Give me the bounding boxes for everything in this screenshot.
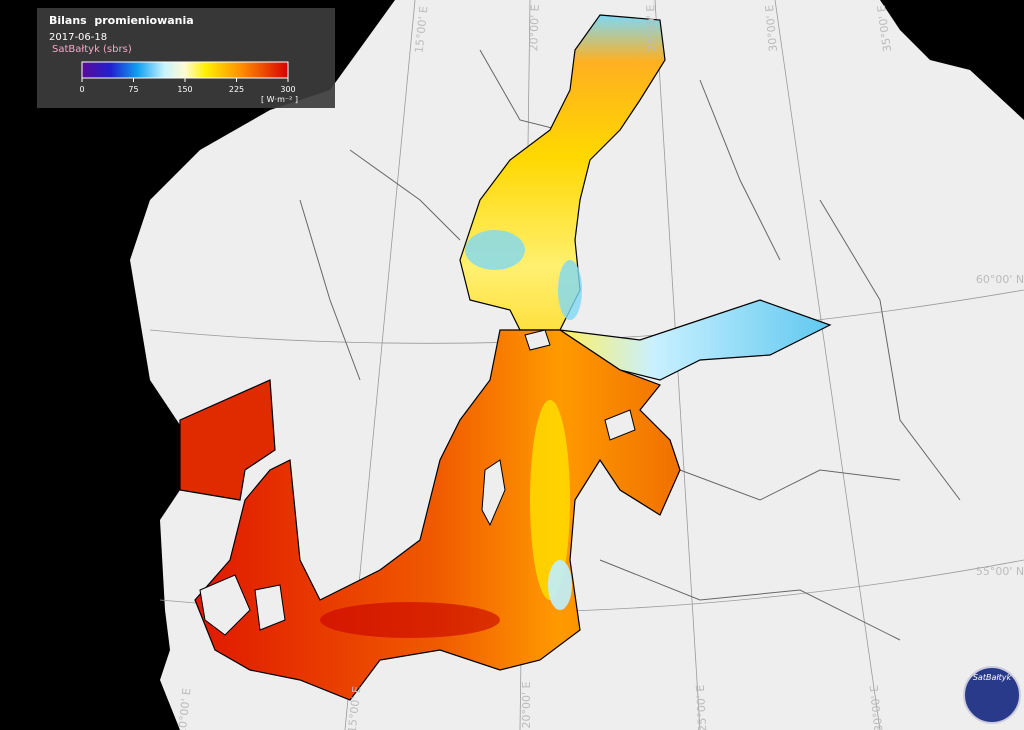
islands xyxy=(199,329,636,636)
rivers-borders xyxy=(299,49,961,641)
graticule-label: 30°00' E xyxy=(763,4,780,52)
logo-badge xyxy=(963,666,1021,724)
graticule-label: 20°00' E xyxy=(527,4,542,51)
graticule-label: 15°00' E xyxy=(346,686,364,730)
graticule-label: 10°00' E xyxy=(176,688,194,730)
north-sea xyxy=(0,0,395,730)
graticule-labels: 15°00' E 20°00' E 25°00' E 30°00' E 35°00' E… xyxy=(176,4,1024,730)
graticule-label: 25°00' E xyxy=(694,684,709,730)
graticule-label: 25°00' E xyxy=(644,4,659,51)
colorbar xyxy=(81,61,289,79)
colorbar-ticks: 0 75 150 225 300 xyxy=(79,78,296,94)
graticule-label: 15°00' E xyxy=(413,6,431,54)
colorbar-tick-label: 150 xyxy=(177,85,192,94)
graticule-label: 35°00' E xyxy=(875,4,894,52)
colorbar-tick-label: 300 xyxy=(280,85,295,94)
legend-panel xyxy=(37,8,335,108)
colorbar-tick-label: 225 xyxy=(229,85,244,94)
legend-date: 2017-06-18 xyxy=(49,32,107,43)
colorbar-unit: [ W·m⁻² ] xyxy=(261,95,298,104)
legend-title: Bilans promieniowania xyxy=(49,14,194,27)
sea-patches xyxy=(320,230,582,638)
graticule-label: 30°00' E xyxy=(868,684,886,730)
logo-text: SatBałtyk xyxy=(973,673,1012,682)
graticule-label: 20°00' E xyxy=(520,681,533,728)
graticule-label: 55°00' N xyxy=(976,565,1024,578)
legend-source: SatBałtyk (sbrs) xyxy=(52,44,132,55)
colorbar-tick-label: 0 xyxy=(79,85,84,94)
logo: SatBałtyk xyxy=(963,666,1021,724)
barents-sea xyxy=(880,0,1024,120)
colorbar-tick-label: 75 xyxy=(128,85,138,94)
legend: Bilans promieniowania 2017-06-18 SatBałt… xyxy=(37,8,335,108)
graticule-label: 60°00' N xyxy=(976,273,1024,286)
